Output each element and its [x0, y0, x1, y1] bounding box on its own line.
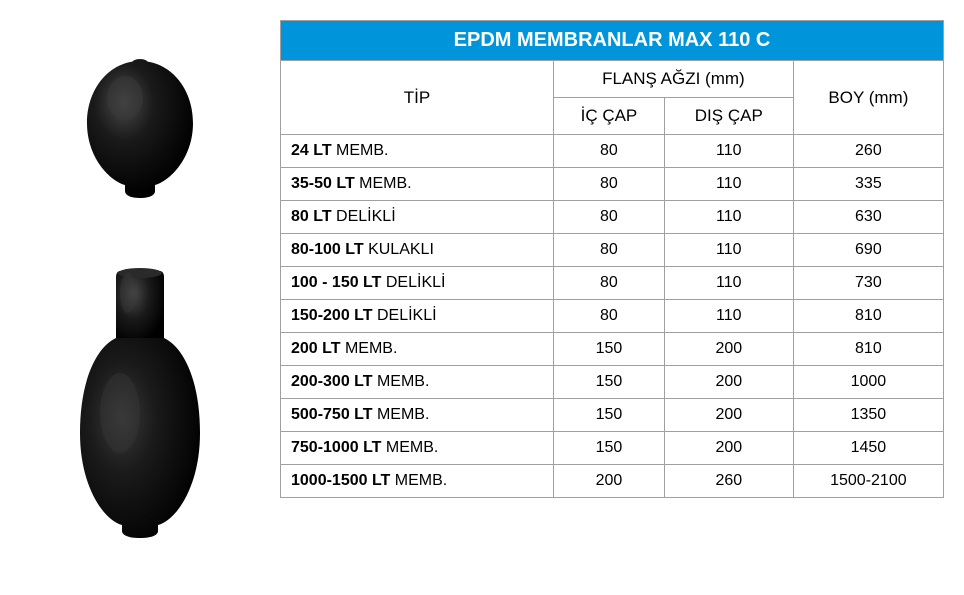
type-bold-text: 200-300 LT [291, 373, 373, 390]
table-row: 200-300 LT MEMB.1502001000 [281, 366, 944, 399]
type-bold-text: 750-1000 LT [291, 439, 381, 456]
table-title-row: EPDM MEMBRANLAR MAX 110 C [281, 21, 944, 61]
ic-cap-cell: 150 [554, 432, 665, 465]
type-cell: 35-50 LT MEMB. [281, 168, 554, 201]
dis-cap-cell: 110 [664, 300, 793, 333]
boy-cell: 1450 [793, 432, 943, 465]
table-row: 80-100 LT KULAKLI80110690 [281, 234, 944, 267]
type-cell: 80-100 LT KULAKLI [281, 234, 554, 267]
type-bold-text: 80-100 LT [291, 241, 364, 258]
boy-cell: 690 [793, 234, 943, 267]
boy-cell: 335 [793, 168, 943, 201]
boy-cell: 730 [793, 267, 943, 300]
dis-cap-cell: 110 [664, 201, 793, 234]
boy-cell: 810 [793, 300, 943, 333]
type-bold-text: 35-50 LT [291, 175, 355, 192]
boy-cell: 260 [793, 135, 943, 168]
type-bold-text: 150-200 LT [291, 307, 373, 324]
type-normal-text: MEMB. [373, 406, 430, 423]
table-row: 500-750 LT MEMB.1502001350 [281, 399, 944, 432]
type-normal-text: DELİKLİ [332, 208, 396, 225]
boy-cell: 630 [793, 201, 943, 234]
table-row: 100 - 150 LT DELİKLİ80110730 [281, 267, 944, 300]
data-table-panel: EPDM MEMBRANLAR MAX 110 C TİP FLANŞ AĞZI… [280, 20, 944, 575]
membrane-specs-table: EPDM MEMBRANLAR MAX 110 C TİP FLANŞ AĞZI… [280, 20, 944, 498]
ic-cap-cell: 80 [554, 168, 665, 201]
header-dis-cap: DIŞ ÇAP [664, 98, 793, 135]
type-normal-text: KULAKLI [364, 241, 434, 258]
membrane-large-image [70, 263, 210, 543]
dis-cap-cell: 200 [664, 333, 793, 366]
table-row: 35-50 LT MEMB.80110335 [281, 168, 944, 201]
header-flans: FLANŞ AĞZI (mm) [554, 61, 794, 98]
type-bold-text: 1000-1500 LT [291, 472, 390, 489]
table-title: EPDM MEMBRANLAR MAX 110 C [281, 21, 944, 61]
type-cell: 200-300 LT MEMB. [281, 366, 554, 399]
ic-cap-cell: 80 [554, 300, 665, 333]
dis-cap-cell: 200 [664, 366, 793, 399]
type-bold-text: 500-750 LT [291, 406, 373, 423]
dis-cap-cell: 110 [664, 267, 793, 300]
dis-cap-cell: 200 [664, 432, 793, 465]
dis-cap-cell: 110 [664, 135, 793, 168]
type-normal-text: MEMB. [332, 142, 389, 159]
type-normal-text: MEMB. [345, 340, 397, 357]
type-bold-text: 24 LT [291, 142, 332, 159]
dis-cap-cell: 110 [664, 234, 793, 267]
table-header-row-1: TİP FLANŞ AĞZI (mm) BOY (mm) [281, 61, 944, 98]
boy-cell: 1500-2100 [793, 465, 943, 498]
type-cell: 500-750 LT MEMB. [281, 399, 554, 432]
type-bold-text: 200 LT [291, 340, 345, 357]
table-row: 750-1000 LT MEMB.1502001450 [281, 432, 944, 465]
ic-cap-cell: 150 [554, 333, 665, 366]
type-normal-text: DELİKLİ [373, 307, 437, 324]
table-row: 1000-1500 LT MEMB.2002601500-2100 [281, 465, 944, 498]
ic-cap-cell: 200 [554, 465, 665, 498]
type-cell: 150-200 LT DELİKLİ [281, 300, 554, 333]
type-cell: 80 LT DELİKLİ [281, 201, 554, 234]
dis-cap-cell: 110 [664, 168, 793, 201]
ic-cap-cell: 150 [554, 399, 665, 432]
header-tip: TİP [281, 61, 554, 135]
boy-cell: 810 [793, 333, 943, 366]
table-row: 200 LT MEMB.150200810 [281, 333, 944, 366]
header-ic-cap: İÇ ÇAP [554, 98, 665, 135]
ic-cap-cell: 80 [554, 201, 665, 234]
dis-cap-cell: 200 [664, 399, 793, 432]
ic-cap-cell: 150 [554, 366, 665, 399]
type-bold-text: 80 LT [291, 208, 332, 225]
type-normal-text: MEMB. [373, 373, 430, 390]
type-normal-text: MEMB. [381, 439, 438, 456]
membrane-small-image [75, 53, 205, 203]
product-images-panel [20, 20, 280, 575]
table-row: 150-200 LT DELİKLİ80110810 [281, 300, 944, 333]
type-bold-text: 100 - 150 LT [291, 274, 381, 291]
type-cell: 1000-1500 LT MEMB. [281, 465, 554, 498]
ic-cap-cell: 80 [554, 135, 665, 168]
table-row: 80 LT DELİKLİ80110630 [281, 201, 944, 234]
type-normal-text: DELİKLİ [381, 274, 445, 291]
header-boy: BOY (mm) [793, 61, 943, 135]
type-normal-text: MEMB. [355, 175, 412, 192]
ic-cap-cell: 80 [554, 267, 665, 300]
boy-cell: 1000 [793, 366, 943, 399]
ic-cap-cell: 80 [554, 234, 665, 267]
type-normal-text: MEMB. [390, 472, 447, 489]
boy-cell: 1350 [793, 399, 943, 432]
type-cell: 24 LT MEMB. [281, 135, 554, 168]
table-row: 24 LT MEMB.80110260 [281, 135, 944, 168]
type-cell: 750-1000 LT MEMB. [281, 432, 554, 465]
type-cell: 200 LT MEMB. [281, 333, 554, 366]
dis-cap-cell: 260 [664, 465, 793, 498]
type-cell: 100 - 150 LT DELİKLİ [281, 267, 554, 300]
